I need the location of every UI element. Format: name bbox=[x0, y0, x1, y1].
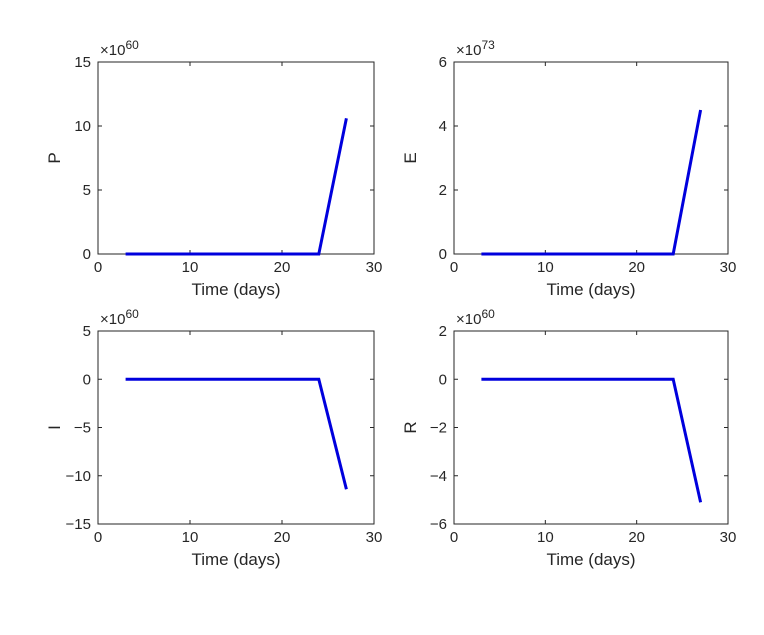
x-tick-label-p: 30 bbox=[366, 259, 383, 276]
y-axis-label-e: E bbox=[401, 152, 420, 163]
y-tick-label-p: 5 bbox=[83, 182, 91, 199]
exponent-value-r: 60 bbox=[481, 307, 495, 321]
axes-box-r bbox=[453, 330, 729, 525]
x-axis-label-p: Time (days) bbox=[191, 280, 280, 299]
y-tick-label-i: −5 bbox=[74, 420, 91, 437]
y-tick-label-i: −15 bbox=[66, 516, 91, 533]
y-tick-label-r: −2 bbox=[430, 420, 447, 437]
y-axis-label-p: P bbox=[45, 152, 64, 163]
x-tick-label-p: 20 bbox=[274, 259, 291, 276]
exponent-value-e: 73 bbox=[481, 38, 495, 52]
axes-box-i bbox=[97, 330, 375, 525]
exponent-label-p: ×1060 bbox=[100, 38, 139, 59]
series-line-p bbox=[125, 118, 348, 256]
y-tick-label-r: −6 bbox=[430, 516, 447, 533]
y-tick-label-i: −10 bbox=[66, 468, 91, 485]
y-tick-label-p: 10 bbox=[74, 118, 91, 135]
x-tick-label-e: 20 bbox=[628, 259, 645, 276]
x-tick-label-i: 20 bbox=[274, 529, 291, 546]
x-tick-label-p: 10 bbox=[182, 259, 199, 276]
x-axis-label-r: Time (days) bbox=[546, 550, 635, 569]
y-tick-label-p: 15 bbox=[74, 54, 91, 71]
series-line-i bbox=[125, 377, 348, 490]
x-tick-label-p: 0 bbox=[94, 259, 102, 276]
x-axis-label-e: Time (days) bbox=[546, 280, 635, 299]
y-axis-label-i: I bbox=[45, 425, 64, 430]
x-tick-label-e: 30 bbox=[720, 259, 737, 276]
exponent-label-r: ×1060 bbox=[456, 307, 495, 328]
axes-box-e bbox=[453, 61, 729, 255]
exponent-label-i: ×1060 bbox=[100, 307, 139, 328]
y-tick-label-e: 6 bbox=[439, 54, 447, 71]
panel-e: 0 10 20 30 0 2 4 6 ×1073 Time (days) E bbox=[401, 38, 736, 299]
exponent-value-i: 60 bbox=[125, 307, 139, 321]
y-tick-label-r: −4 bbox=[430, 468, 447, 485]
y-axis-label-r: R bbox=[401, 421, 420, 433]
exponent-label-e: ×1073 bbox=[456, 38, 495, 59]
x-tick-label-r: 10 bbox=[537, 529, 554, 546]
y-tick-label-e: 2 bbox=[439, 182, 447, 199]
y-tick-label-i: 0 bbox=[83, 371, 91, 388]
exponent-value-p: 60 bbox=[125, 38, 139, 52]
x-tick-label-e: 0 bbox=[450, 259, 458, 276]
y-tick-label-r: 0 bbox=[439, 371, 447, 388]
x-tick-label-e: 10 bbox=[537, 259, 554, 276]
y-tick-label-p: 0 bbox=[83, 246, 91, 263]
series-line-r bbox=[481, 377, 703, 503]
x-tick-label-i: 0 bbox=[94, 529, 102, 546]
x-tick-label-r: 0 bbox=[450, 529, 458, 546]
y-tick-label-i: 5 bbox=[83, 323, 91, 340]
x-tick-label-i: 10 bbox=[182, 529, 199, 546]
y-tick-label-r: 2 bbox=[439, 323, 447, 340]
panel-r: 0 10 20 30 −6 −4 −2 0 2 ×1060 Time (days) R bbox=[401, 307, 736, 569]
axes-box-p bbox=[97, 61, 375, 255]
x-axis-label-i: Time (days) bbox=[191, 550, 280, 569]
y-tick-label-e: 0 bbox=[439, 246, 447, 263]
x-tick-label-r: 30 bbox=[720, 529, 737, 546]
series-line-e bbox=[481, 109, 703, 256]
panel-i: 0 10 20 30 −15 −10 −5 0 5 ×1060 Time (days) I bbox=[45, 307, 382, 569]
panel-p: 0 10 20 30 0 5 10 15 ×1060 Time (days) P bbox=[45, 38, 382, 299]
x-tick-label-r: 20 bbox=[628, 529, 645, 546]
y-tick-label-e: 4 bbox=[439, 118, 447, 135]
x-tick-label-i: 30 bbox=[366, 529, 383, 546]
